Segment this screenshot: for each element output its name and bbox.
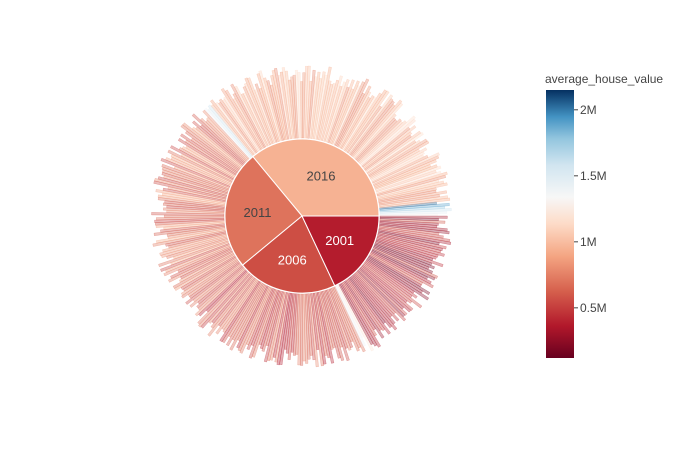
inner-ring	[224, 138, 380, 294]
inner-sector-2001[interactable]	[301, 215, 380, 287]
colorbar-tick-label: 2M	[580, 103, 597, 117]
colorbar-ticks: 0.5M 1M 1.5M 2M	[574, 103, 607, 315]
outer-leaf-segment[interactable]	[379, 215, 448, 219]
colorbar: average_house_value 0.5M 1M 1.5M 2M	[545, 72, 663, 358]
inner-sector-2016[interactable]	[252, 138, 380, 217]
colorbar-scale	[546, 90, 574, 358]
inner-label-2016: 2016	[307, 169, 336, 184]
colorbar-tick-label: 0.5M	[580, 301, 607, 315]
inner-label-2001: 2001	[325, 233, 354, 248]
outer-ring	[151, 65, 452, 368]
inner-sector-2006[interactable]	[241, 215, 336, 294]
colorbar-tick-label: 1.5M	[580, 169, 607, 183]
inner-sector-2011[interactable]	[224, 155, 303, 266]
inner-ring-labels: 2016 2011 2006 2001	[244, 169, 355, 268]
inner-label-2006: 2006	[278, 253, 307, 268]
colorbar-tick-label: 1M	[580, 235, 597, 249]
colorbar-title: average_house_value	[545, 72, 663, 86]
inner-label-2011: 2011	[244, 205, 272, 220]
